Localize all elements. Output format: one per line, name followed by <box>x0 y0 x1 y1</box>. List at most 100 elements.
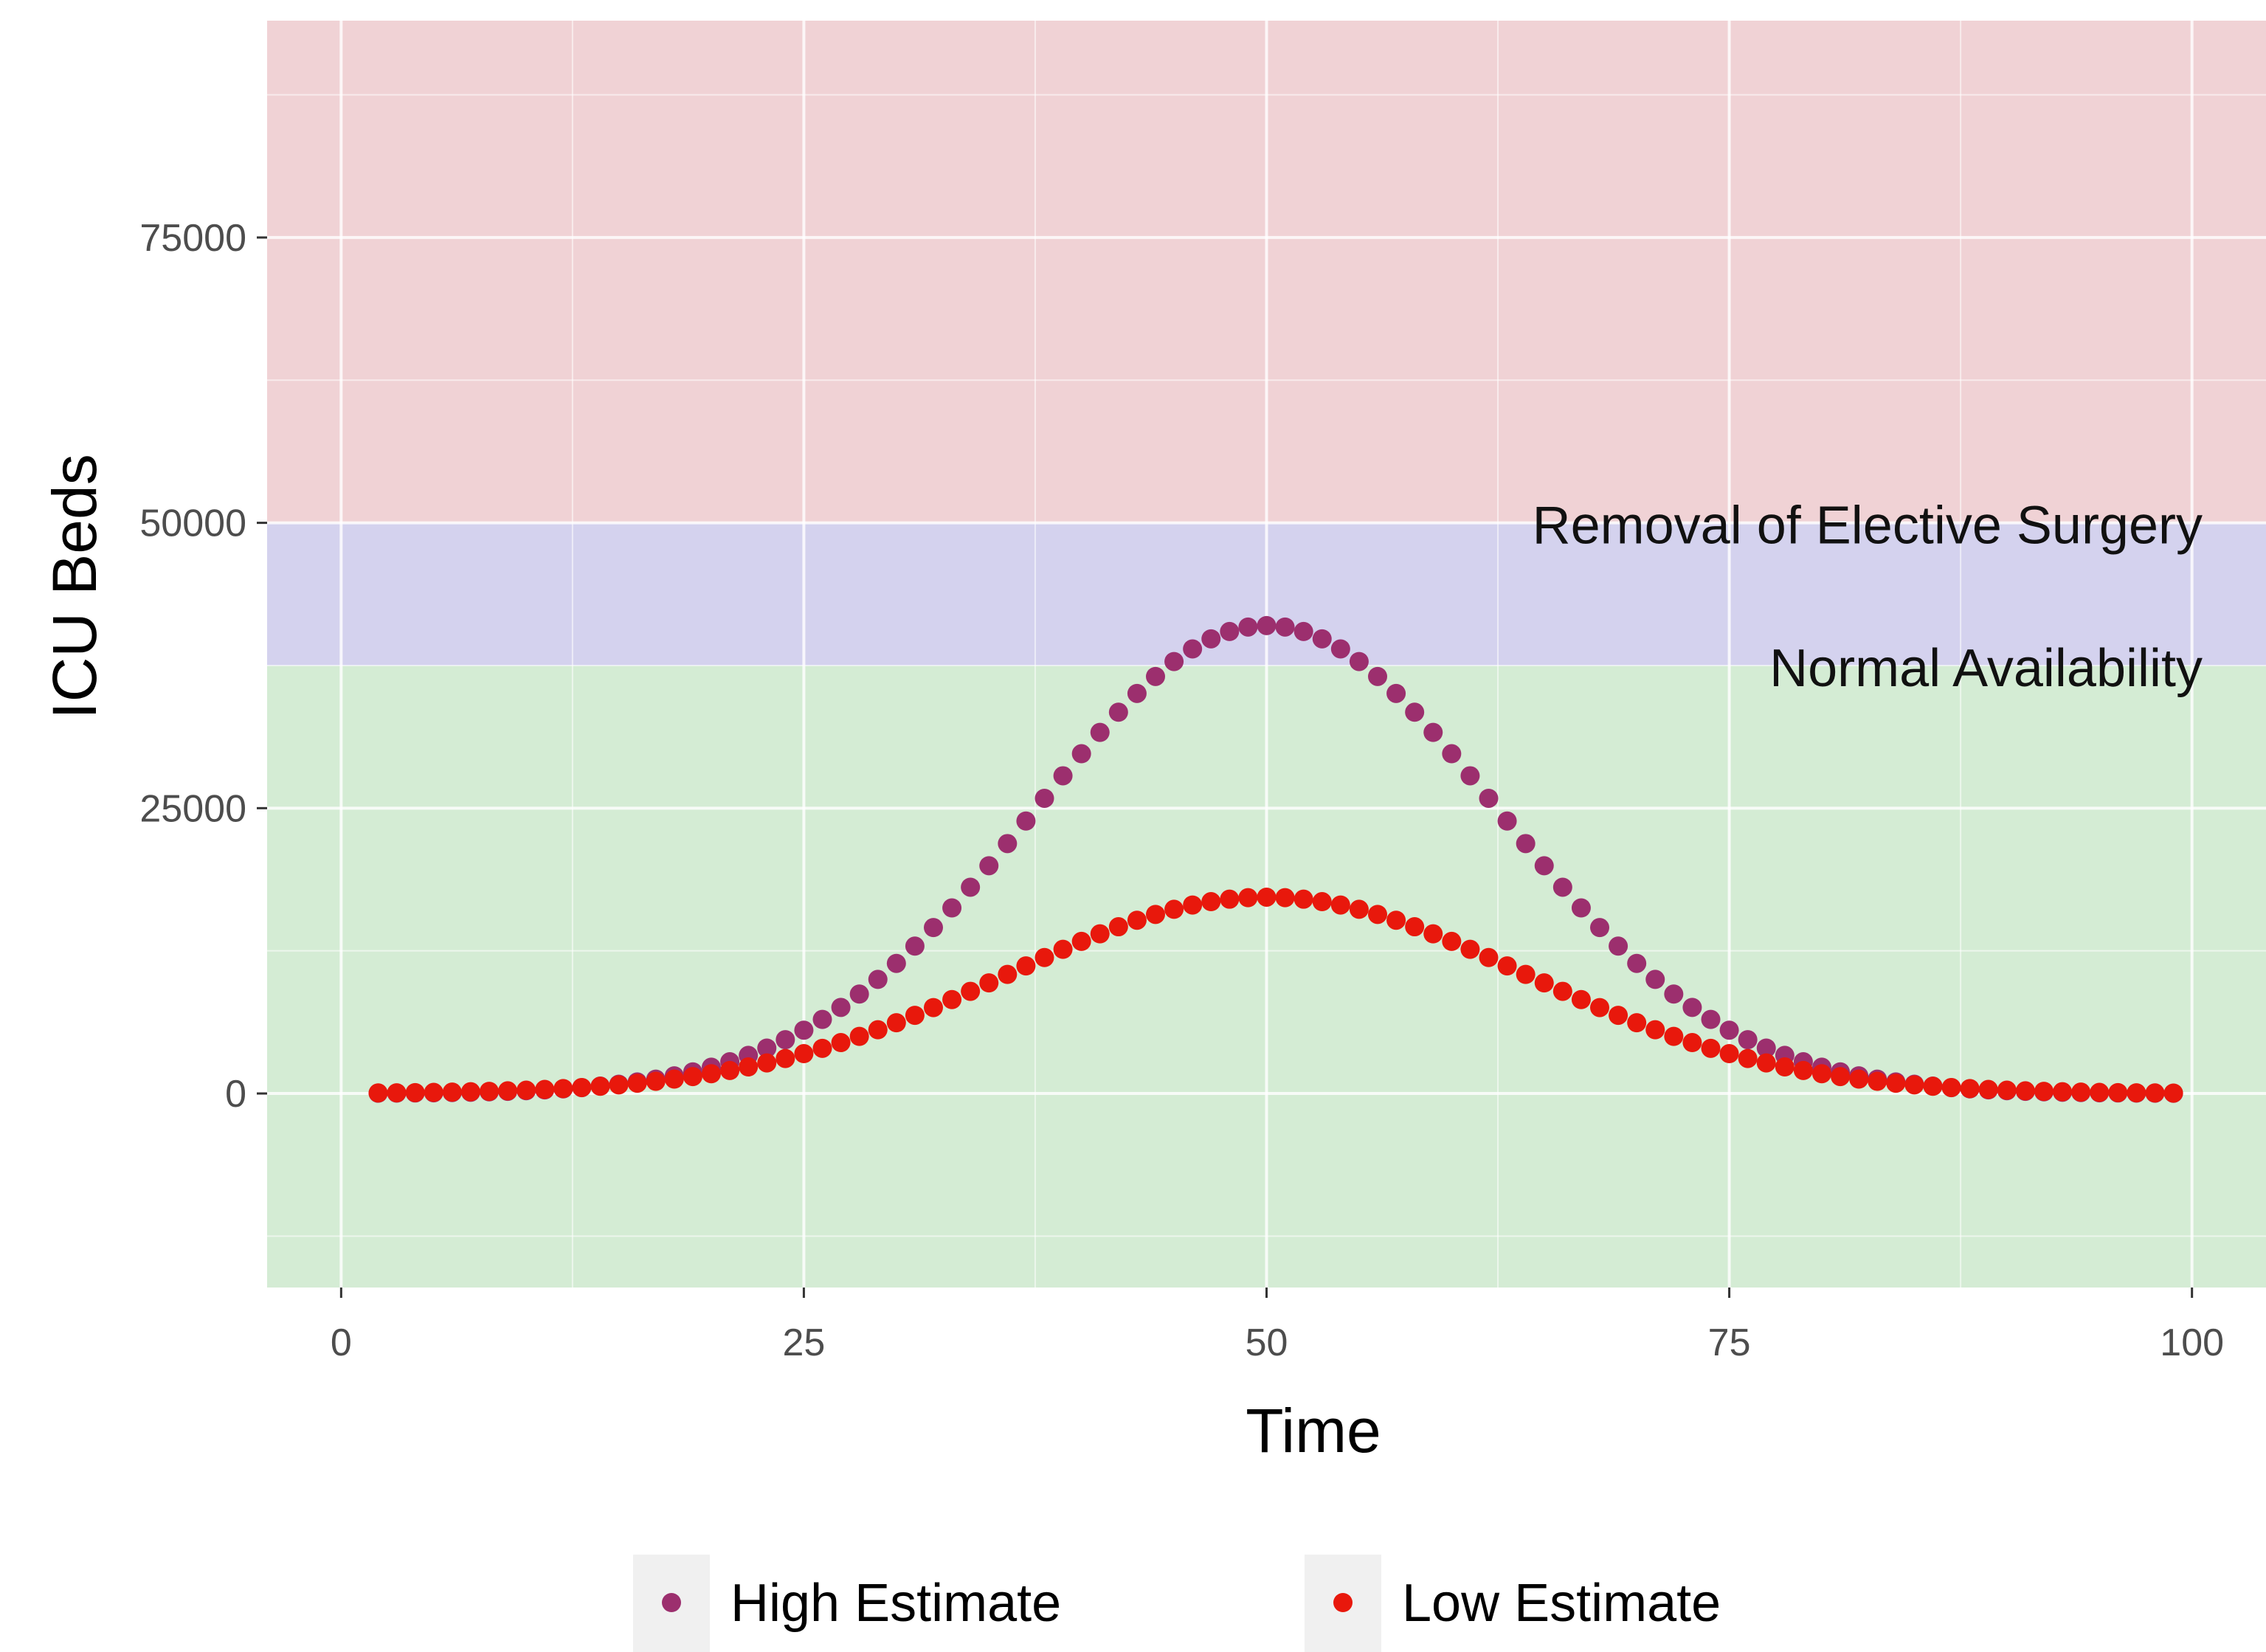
series-1-point <box>460 1082 480 1102</box>
series-1-point <box>2127 1083 2146 1103</box>
series-1-point <box>553 1079 573 1099</box>
series-0-point <box>1071 744 1091 764</box>
band-labels: Normal Availability Removal of Elective S… <box>1533 497 2203 698</box>
series-0-point <box>1090 722 1110 742</box>
series-0-point <box>1590 918 1609 938</box>
series-0-point <box>1053 766 1073 786</box>
x-tick-label: 50 <box>1246 1321 1288 1364</box>
series-1-point <box>1812 1064 1831 1084</box>
series-1-point <box>1868 1071 1887 1091</box>
series-0-point <box>1108 702 1128 722</box>
series-1-point <box>2071 1082 2091 1102</box>
series-1-point <box>442 1082 462 1102</box>
legend-key-0 <box>662 1593 681 1612</box>
series-1-point <box>1756 1053 1776 1073</box>
series-0-point <box>1609 936 1628 956</box>
series-1-point <box>794 1044 814 1064</box>
series-1-point <box>849 1026 869 1046</box>
series-0-point <box>849 984 869 1004</box>
series-1-point <box>1960 1079 1980 1099</box>
series-0-point <box>1201 629 1221 649</box>
series-1-point <box>1090 924 1110 944</box>
band-label-1: Normal Availability <box>1769 639 2203 698</box>
series-1-point <box>498 1081 518 1101</box>
series-1-point <box>1386 910 1406 930</box>
series-1-point <box>979 973 999 993</box>
series-1-point <box>1775 1057 1795 1077</box>
axis-ticks: 0 25 50 75 100 0 25000 50000 75000 <box>139 217 2224 1364</box>
series-1-point <box>1719 1044 1739 1064</box>
series-1-point <box>2163 1083 2183 1103</box>
series-1-point <box>1738 1048 1758 1068</box>
series-1-point <box>627 1074 647 1093</box>
series-0-point <box>1497 811 1517 831</box>
series-0-point <box>1423 722 1443 742</box>
series-1-point <box>664 1069 684 1089</box>
series-0-point <box>1719 1020 1739 1040</box>
legend-key-1 <box>1333 1593 1353 1612</box>
series-1-point <box>1682 1033 1702 1053</box>
series-1-point <box>1238 888 1258 908</box>
series-1-point <box>1016 956 1036 976</box>
series-0-point <box>1293 621 1313 641</box>
series-1-point <box>868 1020 888 1040</box>
series-0-point <box>905 936 925 956</box>
x-axis-title: Time <box>1246 1396 1381 1465</box>
series-1-point <box>776 1048 795 1068</box>
series-1-point <box>1423 924 1443 944</box>
series-1-point <box>924 998 943 1017</box>
series-0-point <box>998 834 1018 854</box>
series-0-point <box>1164 652 1184 671</box>
series-1-point <box>1645 1020 1665 1040</box>
series-1-point <box>1220 889 1240 909</box>
series-0-point <box>1146 666 1165 686</box>
series-1-point <box>1368 905 1387 925</box>
series-1-point <box>1849 1069 1869 1089</box>
data-points <box>368 615 2183 1103</box>
series-1-point <box>480 1082 499 1102</box>
series-1-point <box>720 1060 740 1080</box>
series-1-point <box>1552 981 1572 1001</box>
series-1-point <box>368 1083 388 1103</box>
series-1-point <box>1571 989 1591 1009</box>
y-axis-title: ICU Beds <box>40 454 109 719</box>
series-1-point <box>1590 998 1609 1017</box>
series-0-point <box>1034 788 1054 808</box>
series-1-point <box>405 1082 425 1102</box>
series-0-point <box>794 1020 814 1040</box>
series-1-point <box>1534 973 1554 993</box>
series-1-point <box>683 1067 702 1087</box>
series-0-point <box>1627 953 1647 973</box>
series-1-point <box>757 1053 777 1073</box>
legend-label-1: Low Estimate <box>1402 1574 1721 1633</box>
series-0-point <box>1386 683 1406 703</box>
series-1-point <box>387 1083 407 1103</box>
x-tick-label: 0 <box>331 1321 352 1364</box>
series-0-point <box>1349 652 1369 671</box>
legend-label-0: High Estimate <box>730 1574 1061 1633</box>
series-1-point <box>1831 1067 1851 1087</box>
series-1-point <box>2015 1081 2035 1101</box>
series-0-point <box>1312 629 1332 649</box>
series-1-point <box>998 964 1018 984</box>
series-0-point <box>979 856 999 876</box>
series-1-point <box>1071 931 1091 951</box>
series-1-point <box>1793 1060 1813 1080</box>
series-1-point <box>702 1064 721 1084</box>
series-1-point <box>1034 947 1054 967</box>
series-0-point <box>942 898 962 918</box>
series-1-point <box>2090 1082 2110 1102</box>
series-1-point <box>831 1033 851 1053</box>
series-1-point <box>1886 1074 1906 1093</box>
series-0-point <box>1756 1038 1776 1058</box>
y-tick-label: 25000 <box>139 787 246 830</box>
series-0-point <box>1534 856 1554 876</box>
series-0-point <box>961 877 981 897</box>
series-0-point <box>1257 615 1277 635</box>
series-1-point <box>646 1071 666 1091</box>
series-1-point <box>1460 939 1480 959</box>
series-0-point <box>1645 970 1665 989</box>
series-1-point <box>942 989 962 1009</box>
